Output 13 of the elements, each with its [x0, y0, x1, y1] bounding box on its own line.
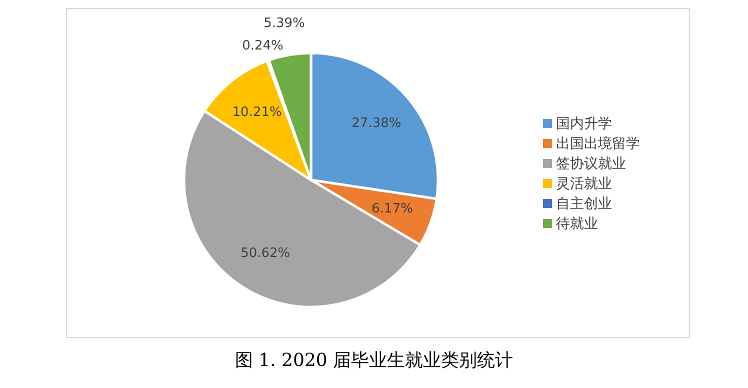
- legend-label: 国内升学: [556, 116, 612, 132]
- legend-label: 出国出境留学: [556, 136, 640, 152]
- data-label: 5.39%: [264, 16, 305, 32]
- data-label: 27.38%: [352, 116, 402, 132]
- legend-label: 自主创业: [556, 196, 612, 212]
- data-label: 10.21%: [232, 105, 282, 120]
- data-label: 0.24%: [242, 38, 284, 54]
- data-label: 50.62%: [240, 246, 290, 261]
- legend-label: 灵活就业: [556, 176, 612, 192]
- data-label: 6.17%: [372, 202, 413, 217]
- text: 图 1. 2020 届毕业生就业类别统计: [234, 349, 514, 372]
- legend-label: 待就业: [556, 216, 598, 232]
- legend-label: 签协议就业: [556, 156, 626, 172]
